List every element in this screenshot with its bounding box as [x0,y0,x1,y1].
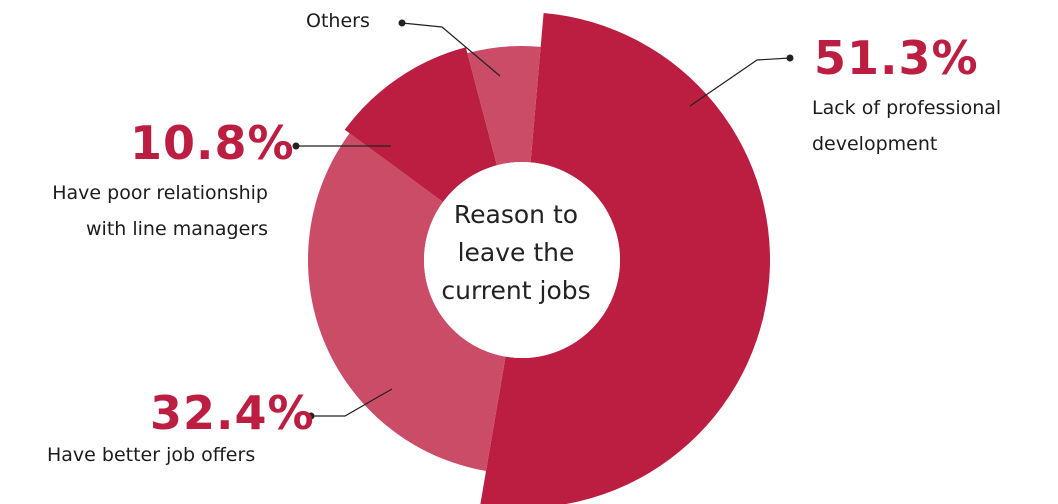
donut-center-label: Reason to leave the current jobs [423,196,609,310]
slice-label-better-offers: Have better job offers [47,437,255,473]
leader-others-line [401,22,501,77]
leader-poor-relationship-dot [292,142,300,150]
donut-hole [424,162,620,358]
leader-lack-of-development-line [689,57,791,107]
slice-label-line: with line managers [86,218,268,240]
slice-value-label-lack-of-development: 51.3% [814,31,979,85]
slice-label-line: Others [306,10,370,32]
leader-better-offers-dot [307,412,315,420]
slice-others [467,45,541,166]
slice-better-offers [308,133,506,471]
slice-label-poor-relationship: Have poor relationship with line manager… [52,175,268,247]
slice-lack-of-development [480,12,770,504]
center-label-line-2: leave the [457,238,575,267]
slice-label-line: Have better job offers [47,444,256,466]
leader-better-offers-line [311,388,393,417]
leader-others-dot [398,19,406,27]
slice-label-lack-of-development: Lack of professional development [812,90,1001,162]
center-label-line-1: Reason to [453,200,579,229]
slice-value-label-better-offers: 32.4% [150,386,315,440]
slice-label-line: development [812,133,938,155]
slice-label-others: Others [306,3,370,39]
leader-lack-of-development-dot [786,54,794,62]
slice-value-label-poor-relationship: 10.8% [130,116,295,170]
slice-poor-relationship [344,47,497,202]
slice-label-line: Have poor relationship [52,182,268,204]
center-label-line-3: current jobs [441,276,591,305]
slice-label-line: Lack of professional [812,97,1002,119]
